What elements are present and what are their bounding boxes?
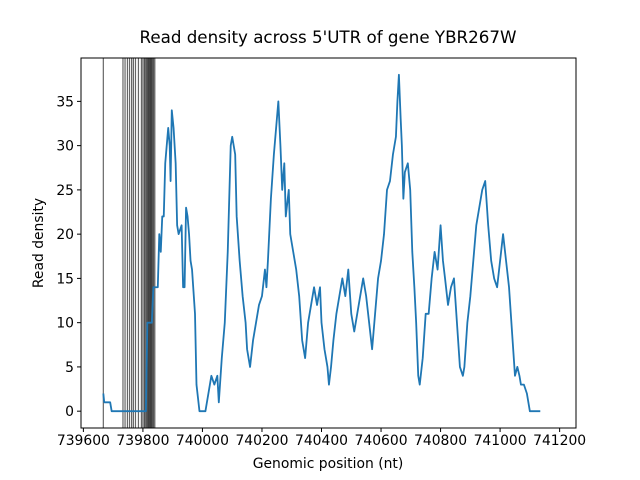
x-tick-label: 740600: [355, 433, 408, 449]
y-tick-label: 10: [56, 316, 74, 332]
x-axis-label: Genomic position (nt): [253, 456, 404, 472]
y-tick-label: 30: [56, 139, 74, 155]
x-tick-label: 740400: [295, 433, 348, 449]
x-tick-label: 741200: [533, 433, 586, 449]
chart-title: Read density across 5'UTR of gene YBR267…: [139, 27, 516, 47]
y-tick-label: 20: [56, 227, 74, 243]
x-tick-label: 741000: [474, 433, 527, 449]
data-line: [102, 73, 541, 413]
x-tick-label: 739800: [116, 433, 169, 449]
y-tick-label: 25: [56, 183, 74, 199]
y-tick-label: 35: [56, 94, 74, 110]
x-tick-label: 739600: [57, 433, 110, 449]
y-tick-label: 15: [56, 271, 74, 287]
x-tick-label: 740800: [414, 433, 467, 449]
x-tick-label: 740000: [176, 433, 229, 449]
x-tick-label: 740200: [235, 433, 288, 449]
y-axis-label: Read density: [31, 198, 47, 288]
y-tick-label: 0: [65, 404, 74, 420]
plot-frame: [80, 57, 577, 429]
y-tick-label: 5: [65, 360, 74, 376]
